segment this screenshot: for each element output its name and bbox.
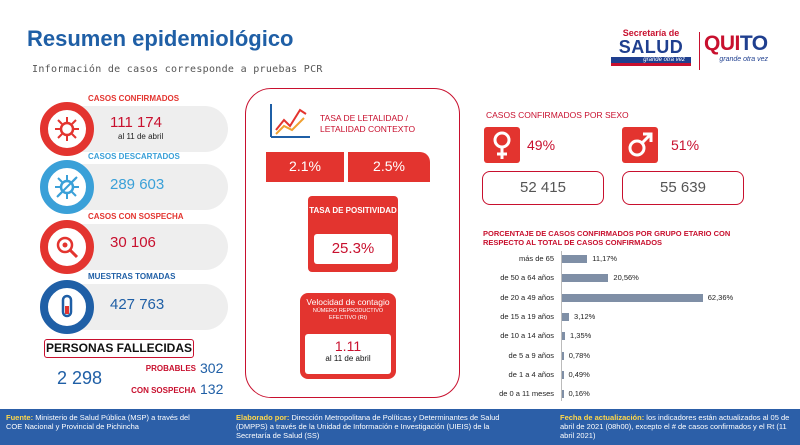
male-value: 55 639 <box>622 171 744 205</box>
fecha-label: Fecha de actualización: <box>560 413 645 422</box>
male-percent: 51% <box>671 137 700 153</box>
fuente-text: Ministerio de Salud Pública (MSP) a trav… <box>6 413 190 431</box>
card-confirmados: CASOS CONFIRMADOS 111 174 al 11 de abril <box>40 94 236 156</box>
age-bar <box>562 312 570 321</box>
contagio-title: Velocidad de contagio <box>306 297 390 307</box>
age-row: de 0 a 11 meses 0,16% <box>470 388 780 400</box>
fallecidos-total: 2 298 <box>57 368 103 388</box>
fuente-label: Fuente: <box>6 413 34 422</box>
quito-logo-tag: grande otra vez <box>719 56 768 63</box>
age-category-label: de 1 a 4 años <box>508 369 554 379</box>
footer-fecha: Fecha de actualización: los indicadores … <box>560 413 796 440</box>
page-title: Resumen epidemiológico <box>27 26 294 51</box>
elaborado-label: Elaborado por: <box>236 413 290 422</box>
footer: Fuente: Ministerio de Salud Pública (MSP… <box>0 409 800 445</box>
page-subtitle: Información de casos corresponde a prueb… <box>32 64 323 75</box>
logo-divider <box>699 32 700 70</box>
probables-value: 302 <box>200 360 224 376</box>
age-row: de 10 a 14 años 1,35% <box>470 330 780 342</box>
age-value-label: 20,56% <box>613 273 639 283</box>
card-sospecha: CASOS CON SOSPECHA 30 106 <box>40 212 236 274</box>
age-row: de 5 a 9 años 0,78% <box>470 350 780 362</box>
age-category-label: de 5 a 9 años <box>508 350 554 360</box>
age-row: de 15 a 19 años 3,12% <box>470 311 780 323</box>
magnifier-virus-icon <box>40 220 94 274</box>
age-row: de 20 a 49 años 62,36% <box>470 292 780 304</box>
age-category-label: más de 65 <box>518 254 554 263</box>
quito-logo: QUITO grande otra vez <box>704 32 774 72</box>
sexo-title: CASOS CONFIRMADOS POR SEXO <box>486 110 629 120</box>
age-bar <box>562 255 588 263</box>
salud-logo-tag: grande otra vez <box>611 57 691 66</box>
age-value-label: 0,78% <box>568 350 591 360</box>
age-category-label: de 0 a 11 meses <box>499 389 554 399</box>
male-icon <box>622 127 658 163</box>
confirmados-date: al 11 de abril <box>118 132 164 141</box>
sospecha-value: 30 106 <box>110 234 156 251</box>
positividad-box: TASA DE POSITIVIDAD 25.3% <box>308 196 398 272</box>
descartados-value: 289 603 <box>110 176 165 193</box>
contagio-subtitle: NÚMERO REPRODUCTIVO EFECTIVO (Rt) <box>312 308 384 321</box>
footer-elaborado: Elaborado por: Dirección Metropolitana d… <box>236 413 526 440</box>
age-row: de 1 a 4 años 0,49% <box>470 369 780 381</box>
quito-logo-text: QUITO <box>704 32 768 55</box>
virus-icon <box>40 102 94 156</box>
salud-logo-main: SALUD <box>618 37 684 57</box>
contagio-value-box: 1.11 al 11 de abril <box>305 334 391 374</box>
chart-axis <box>561 251 562 401</box>
contagio-date: al 11 de abril <box>325 354 371 363</box>
age-bar <box>562 370 564 379</box>
female-percent: 49% <box>527 137 556 153</box>
letalidad-value: 2.1% <box>266 152 344 182</box>
age-category-label: de 50 a 64 años <box>500 273 554 283</box>
line-chart-icon <box>270 104 310 138</box>
positividad-value: 25.3% <box>314 234 392 264</box>
muestras-value: 427 763 <box>110 296 165 313</box>
female-icon <box>484 127 520 163</box>
elaborado-text: Dirección Metropolitana de Políticas y D… <box>236 413 500 440</box>
age-bar <box>562 332 566 341</box>
salud-logo-top: Secretaría de <box>622 28 680 38</box>
age-bar <box>562 390 564 399</box>
age-value-label: 62,36% <box>707 292 734 302</box>
card-muestras: MUESTRAS TOMADAS 427 763 <box>40 272 236 334</box>
age-bar <box>562 351 564 360</box>
descartados-label: CASOS DESCARTADOS <box>88 152 180 161</box>
footer-fuente: Fuente: Ministerio de Salud Pública (MSP… <box>6 413 206 431</box>
age-value-label: 11,17% <box>592 254 618 263</box>
confirmados-value: 111 174 <box>110 114 162 131</box>
fecha-text: los indicadores están actualizados al 05… <box>560 413 790 440</box>
age-row: más de 65 11,17% <box>470 253 780 265</box>
age-category-label: de 15 a 19 años <box>500 311 554 321</box>
positividad-title: TASA DE POSITIVIDAD <box>309 206 397 215</box>
age-row: de 50 a 64 años 20,56% <box>470 272 780 284</box>
card-descartados: CASOS DESCARTADOS 289 603 <box>40 152 236 214</box>
probables-label: PROBABLES <box>145 364 196 373</box>
con-sospecha-label: CON SOSPECHA <box>131 386 196 395</box>
fallecidos-title: PERSONAS FALLECIDAS <box>44 339 194 358</box>
age-category-label: de 10 a 14 años <box>500 331 554 341</box>
contagio-box: Velocidad de contagio NÚMERO REPRODUCTIV… <box>300 293 396 379</box>
age-bar <box>562 293 703 302</box>
contagio-value: 1.11 <box>334 338 362 354</box>
female-value: 52 415 <box>482 171 604 205</box>
age-value-label: 0,16% <box>568 389 590 399</box>
letalidad-contexto-value: 2.5% <box>348 152 430 182</box>
edad-title: PORCENTAJE DE CASOS CONFIRMADOS POR GRUP… <box>483 229 731 247</box>
test-tube-icon <box>40 280 94 334</box>
age-value-label: 3,12% <box>574 311 596 321</box>
age-value-label: 1,35% <box>570 331 592 341</box>
center-panel <box>245 88 460 398</box>
age-value-label: 0,49% <box>568 369 590 379</box>
letalidad-title: TASA DE LETALIDAD / LETALIDAD CONTEXTO <box>320 113 416 134</box>
confirmados-label: CASOS CONFIRMADOS <box>88 94 180 103</box>
age-bar <box>562 274 609 283</box>
salud-logo: Secretaría de SALUD grande otra vez <box>608 28 694 74</box>
virus-icon <box>40 160 94 214</box>
muestras-label: MUESTRAS TOMADAS <box>88 272 176 281</box>
sospecha-label: CASOS CON SOSPECHA <box>88 212 184 221</box>
age-category-label: de 20 a 49 años <box>500 292 554 302</box>
con-sospecha-value: 132 <box>200 381 224 397</box>
